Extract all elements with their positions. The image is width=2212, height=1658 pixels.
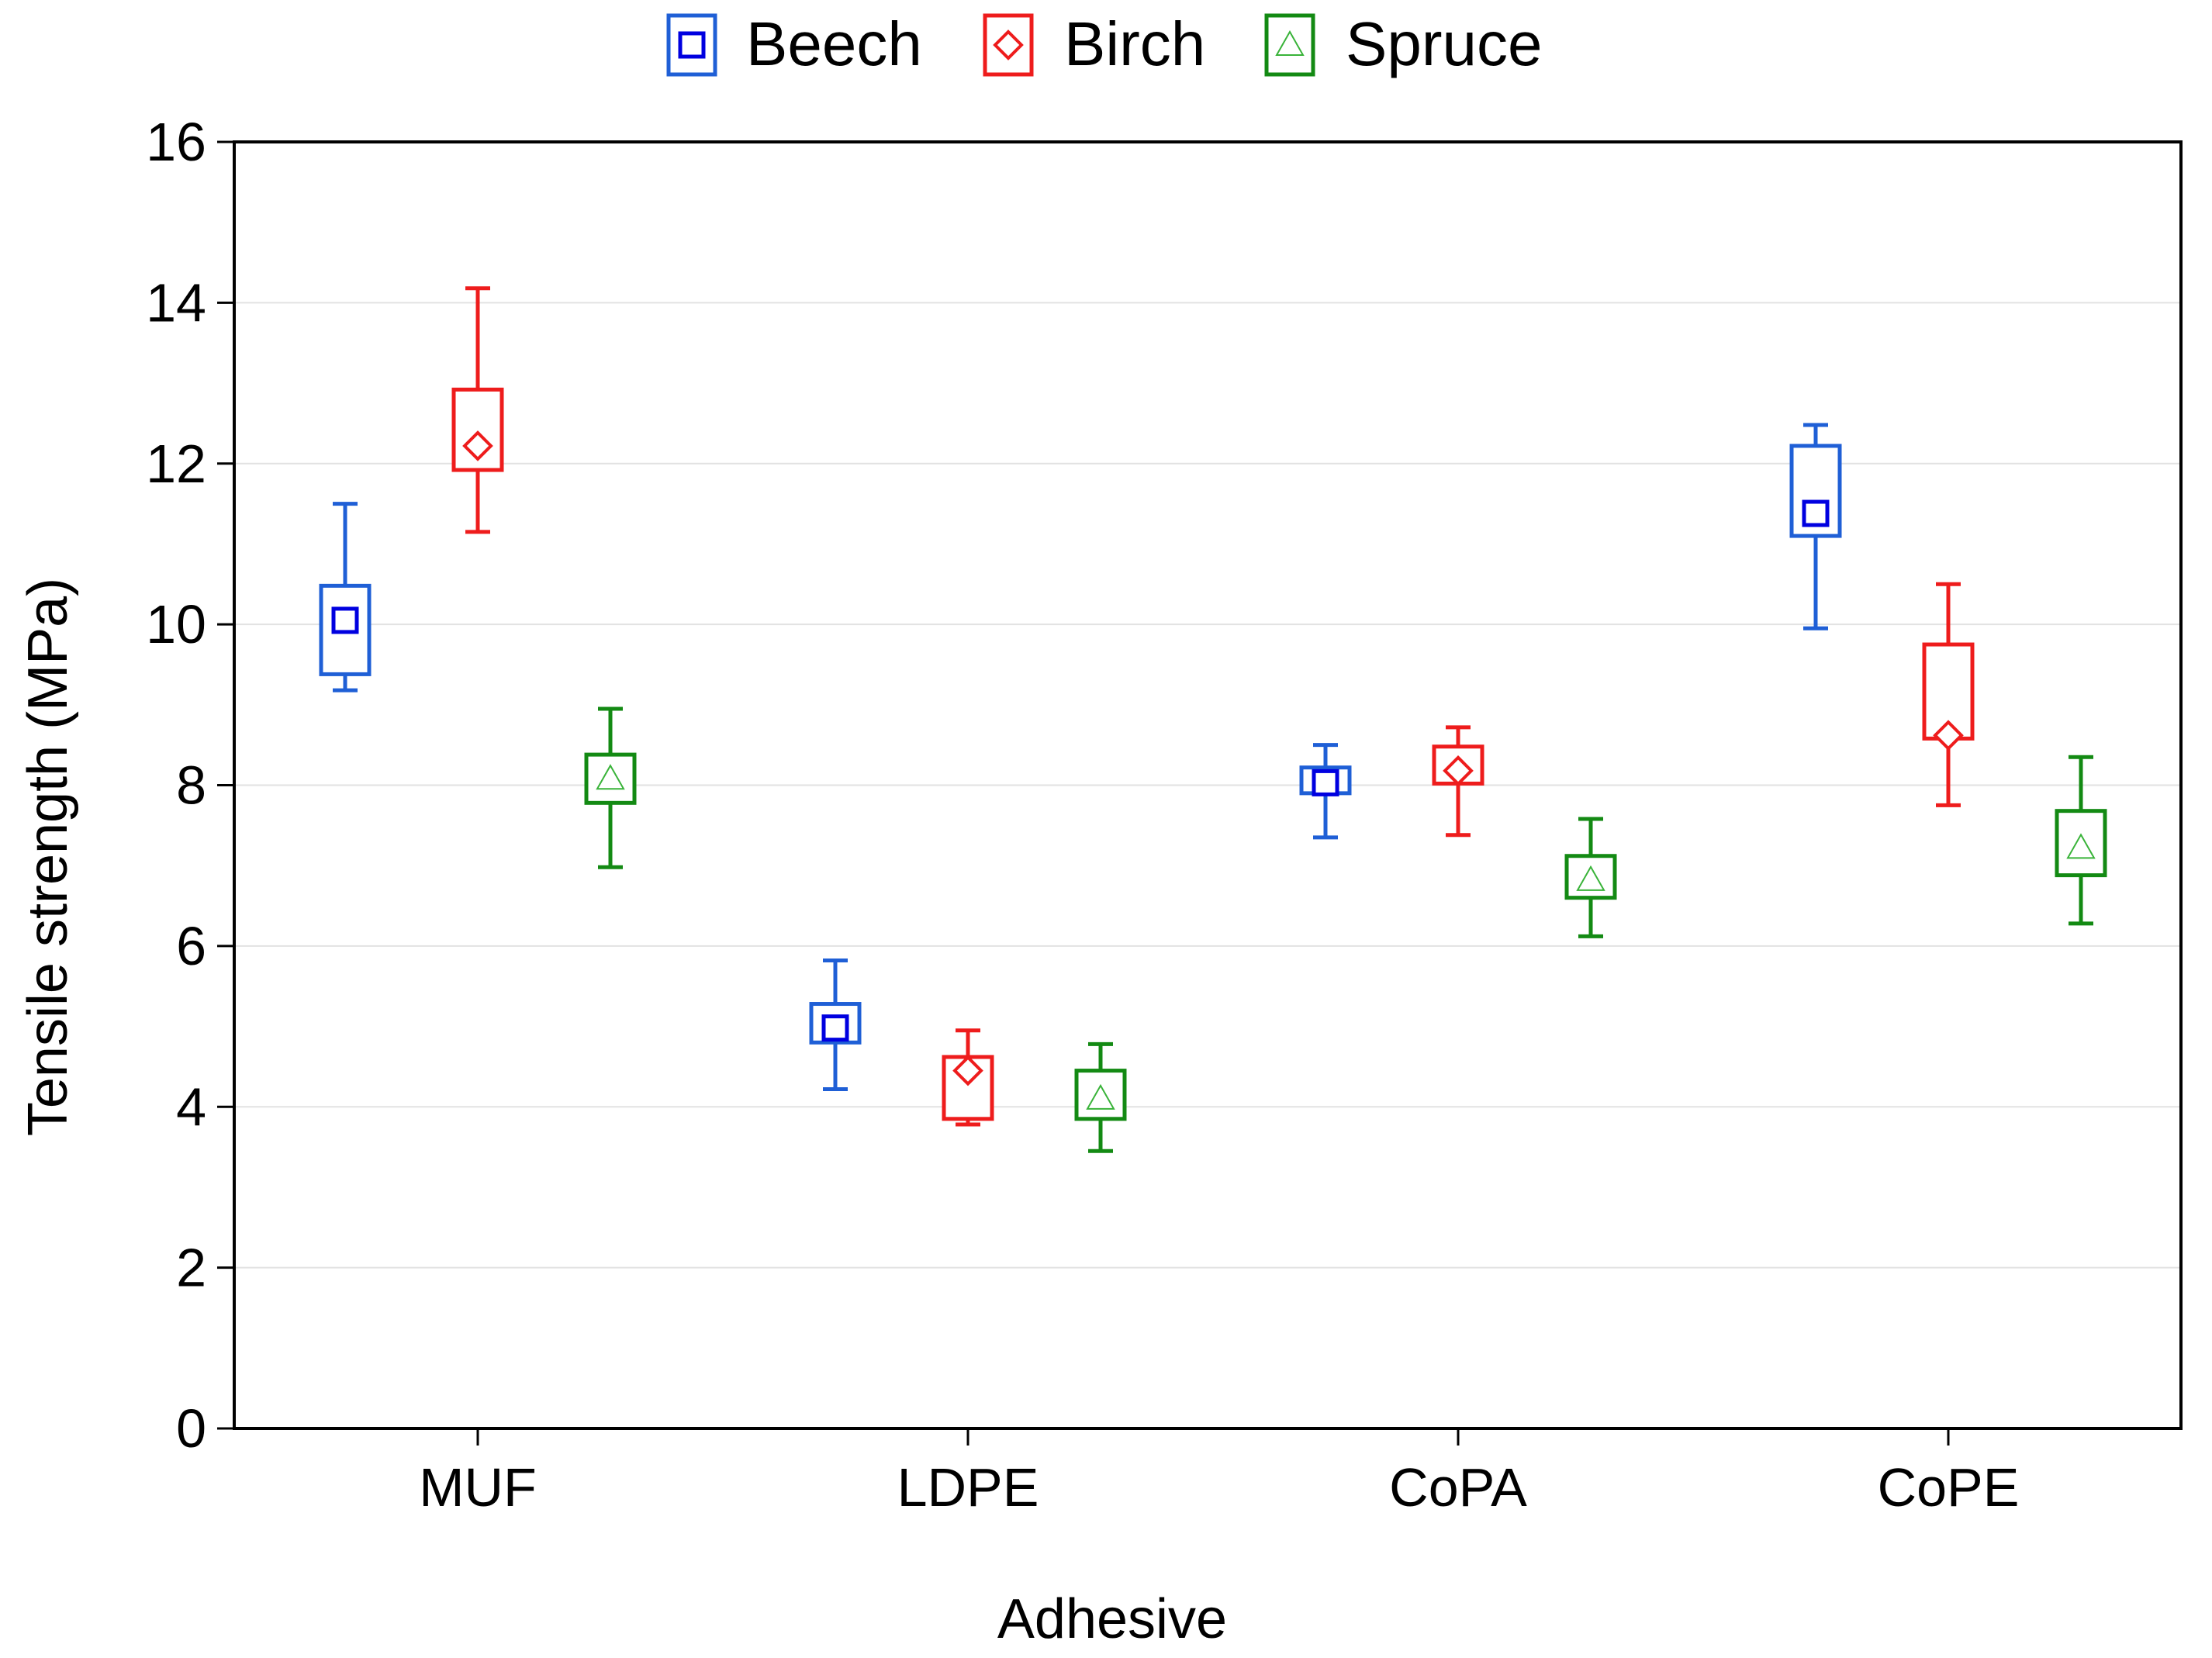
y-tick-label-10: 10: [146, 594, 206, 655]
mean-marker: [2066, 833, 2096, 859]
y-tick-label-16: 16: [146, 112, 206, 172]
legend-label: Spruce: [1346, 9, 1542, 78]
box-spruce-copa: [1564, 817, 1617, 938]
box-beech-ldpe: [809, 959, 862, 1091]
x-tick-label-CoPA: CoPA: [1389, 1457, 1527, 1518]
mean-marker: [1802, 499, 1830, 527]
mean-marker: [596, 764, 625, 790]
mean-marker: [331, 606, 359, 634]
mean-marker: [952, 1055, 983, 1086]
y-tick-label-0: 0: [176, 1398, 206, 1459]
box-beech-muf: [319, 502, 372, 693]
legend-item-beech: Beech: [666, 9, 922, 78]
mean-marker: [462, 430, 493, 461]
legend-marker: [1275, 29, 1305, 56]
x-tick-label-LDPE: LDPE: [897, 1457, 1039, 1518]
legend-item-spruce: Spruce: [1264, 9, 1542, 78]
box-body: [2055, 809, 2107, 878]
x-tick-label-MUF: MUF: [419, 1457, 537, 1518]
box-beech-cope: [1789, 423, 1842, 630]
box-beech-copa: [1299, 743, 1352, 840]
y-axis-label: Tensile strength (MPa): [17, 578, 79, 1136]
y-tick-label-6: 6: [176, 916, 206, 976]
legend: Beech Birch Spruce: [666, 9, 1542, 78]
box-birch-cope: [1922, 582, 1975, 807]
legend-marker: [993, 29, 1024, 60]
box-spruce-muf: [584, 706, 637, 869]
y-tick-label-4: 4: [176, 1076, 206, 1137]
axes: 0 2 4 6 8 10 12 14 16 MUF LDPE CoPA CoPE: [146, 112, 2183, 1518]
mean-marker: [821, 1014, 849, 1042]
legend-marker: [678, 31, 706, 59]
box-birch-muf: [451, 286, 504, 534]
y-tick-label-14: 14: [146, 272, 206, 333]
x-tick-label-CoPE: CoPE: [1878, 1457, 2020, 1518]
legend-label: Beech: [746, 9, 922, 78]
mean-marker: [1443, 755, 1474, 786]
mean-marker: [1933, 720, 1964, 751]
mean-marker: [1086, 1083, 1115, 1110]
box-spruce-ldpe: [1074, 1041, 1127, 1153]
x-axis-label: Adhesive: [997, 1588, 1227, 1650]
y-tick-label-12: 12: [146, 433, 206, 494]
mean-marker: [1312, 769, 1339, 796]
y-tick-label-2: 2: [176, 1238, 206, 1298]
legend-swatch: [666, 13, 717, 77]
box-spruce-cope: [2055, 755, 2107, 926]
box-birch-ldpe: [942, 1028, 994, 1127]
gridlines: [234, 302, 2181, 1269]
box-birch-copa: [1432, 725, 1484, 838]
legend-label: Birch: [1064, 9, 1205, 78]
legend-item-birch: Birch: [983, 9, 1205, 78]
plot-frame: [233, 140, 2183, 1430]
y-tick-label-8: 8: [176, 755, 206, 816]
mean-marker: [1576, 865, 1605, 891]
data-marks: [319, 286, 2107, 1153]
